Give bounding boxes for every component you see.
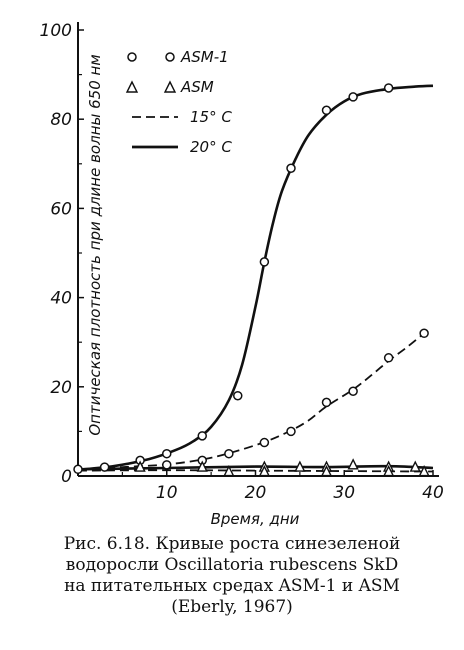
y-tick-label: 60 [50, 199, 72, 219]
legend-marker-triangle [163, 80, 177, 93]
series-line [77, 464, 434, 471]
series-line [77, 84, 434, 472]
y-tick-label: 40 [50, 289, 72, 309]
data-point-triangle [223, 464, 235, 477]
data-point-circle [73, 464, 83, 475]
data-point-circle [286, 426, 296, 437]
series-line [77, 332, 425, 471]
data-point-circle [348, 92, 358, 102]
chart-markers [73, 83, 430, 477]
legend-marker-triangle [125, 80, 139, 93]
y-axis-label: Оптическая плотность при длине волны 650… [86, 54, 104, 435]
x-tick-label: 10 [156, 483, 178, 503]
legend-marker-circle [165, 52, 175, 62]
chart-legend: ASM-1 ASM 15° C 20° C [125, 48, 232, 156]
data-point-circle [419, 328, 429, 339]
legend-label: 20° C [190, 138, 232, 156]
data-point-circle [259, 437, 270, 448]
chart-ticks: 0 20 40 60 80 100 10 20 30 40 [40, 21, 444, 503]
x-tick-label: 40 [422, 483, 444, 503]
data-point-circle [162, 460, 172, 470]
data-point-circle [162, 448, 172, 459]
y-tick-label: 100 [40, 21, 72, 41]
figure-caption: Рис. 6.18. Кривые роста синезеленой водо… [63, 534, 401, 617]
data-point-triangle [134, 460, 146, 472]
x-tick-label: 20 [245, 483, 267, 503]
data-point-circle [259, 257, 270, 267]
data-point-triangle [196, 460, 208, 472]
x-tick-label: 30 [333, 483, 355, 503]
data-point-circle [286, 163, 296, 174]
data-point-circle [197, 431, 207, 441]
data-point-circle [233, 390, 243, 401]
data-point-circle [321, 397, 332, 408]
y-tick-label: 0 [61, 467, 72, 487]
y-tick-label: 80 [50, 110, 72, 130]
x-axis-label: Время, дни [211, 510, 300, 528]
data-point-circle [383, 353, 394, 363]
data-point-triangle [409, 460, 421, 472]
data-point-triangle [418, 464, 430, 477]
y-tick-label: 20 [50, 378, 72, 398]
data-point-triangle [382, 464, 395, 477]
chart-axes [77, 22, 439, 477]
legend-label: 15° C [190, 108, 232, 126]
chart-curves [77, 84, 434, 473]
data-point-triangle [258, 464, 271, 477]
data-point-triangle [347, 458, 359, 470]
data-point-circle [321, 105, 332, 116]
legend-label: ASM [180, 78, 214, 96]
data-point-circle [383, 83, 394, 93]
data-point-triangle [294, 460, 306, 472]
data-point-circle [348, 386, 358, 397]
data-point-circle [224, 448, 234, 459]
legend-marker-circle [127, 52, 137, 62]
legend-label: ASM-1 [180, 48, 229, 66]
data-point-triangle [320, 464, 333, 477]
data-point-circle [99, 462, 110, 472]
